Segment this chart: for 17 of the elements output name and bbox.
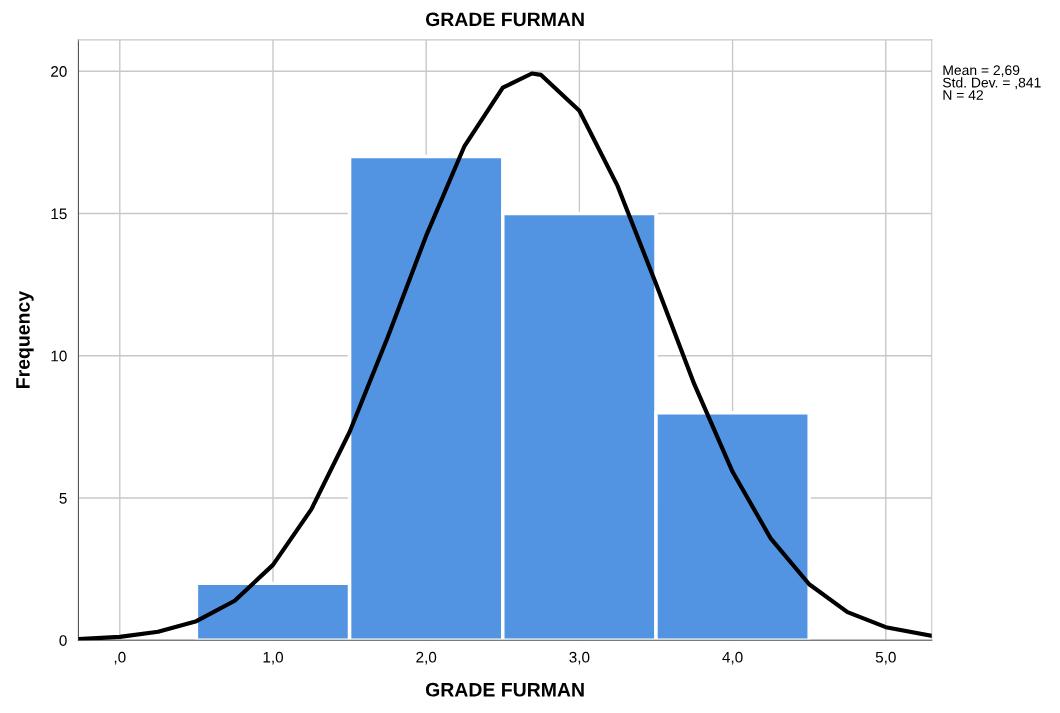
text: Mean = 2,69 [943, 65, 1020, 77]
y-tick-label: 20 [51, 66, 67, 77]
y-tick-label: 5 [59, 493, 67, 504]
x-tick-label: ,0 [114, 651, 126, 665]
chart-title: GRADE FURMAN [425, 12, 584, 27]
y-tick-label: 10 [51, 350, 67, 362]
x-tick-label: 3,0 [569, 651, 590, 665]
x-tick-label: 1,0 [263, 651, 284, 665]
text: N = 42 [943, 90, 983, 100]
y-axis-title: Frequency [16, 291, 34, 388]
x-tick-label: 2,0 [416, 651, 437, 665]
text: Std. Dev. = ,841 [942, 77, 1041, 90]
x-tick-label: 4,0 [722, 651, 743, 665]
y-tick-label: 15 [51, 208, 67, 220]
y-tick-label: 0 [59, 635, 67, 646]
x-axis-title: GRADE FURMAN [425, 682, 584, 697]
x-tick-label: 5,0 [875, 651, 896, 665]
